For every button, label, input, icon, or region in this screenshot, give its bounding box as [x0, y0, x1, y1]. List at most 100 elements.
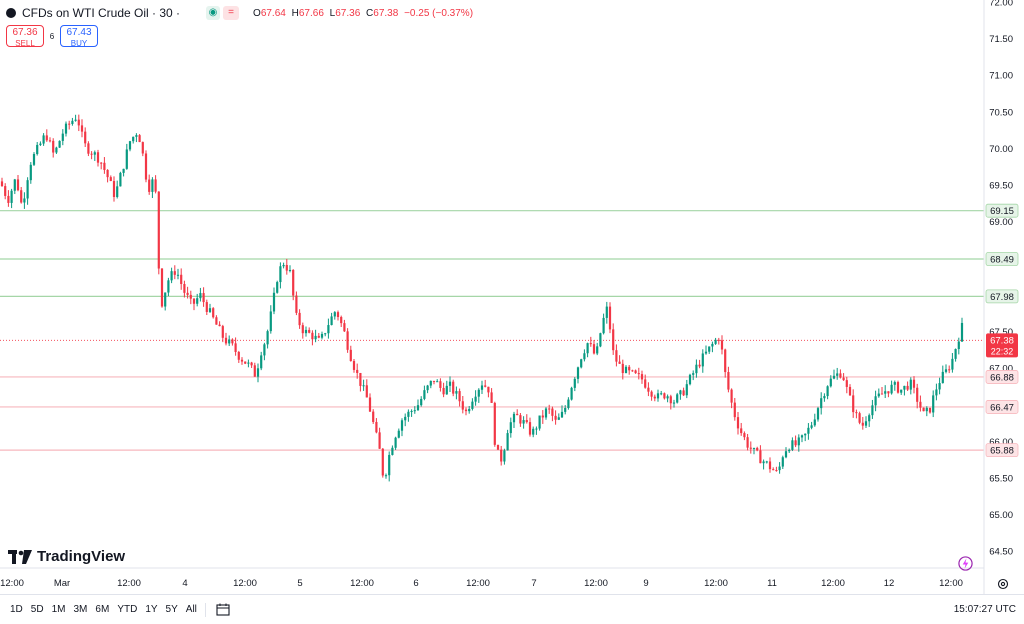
candle-body [228, 339, 231, 344]
time-tick-label: 12:00 [584, 578, 608, 589]
range-ytd-button[interactable]: YTD [117, 604, 138, 615]
level-tag-box [985, 400, 1019, 414]
candle-body [311, 332, 314, 340]
time-axis[interactable]: 12:00 Mar 12:00 4 12:00 5 12:00 6 12:00 7 12:00 9 12… [0, 578, 963, 589]
candle-body [343, 323, 346, 332]
close-value: 67.38 [373, 7, 399, 19]
symbol-logo-icon [6, 8, 16, 18]
time-tick-label: 5 [297, 578, 302, 589]
candle-body [720, 340, 724, 350]
candle-body [93, 152, 96, 155]
current-price-label: 67.38 [990, 335, 1014, 346]
candle-body [298, 312, 301, 326]
candle-body [573, 378, 576, 388]
candle-body [768, 461, 772, 470]
time-tick-label: 6 [413, 578, 418, 589]
candle-body [756, 447, 759, 451]
candle-body [714, 339, 717, 344]
candle-body [448, 381, 452, 386]
utc-clock[interactable]: 15:07:27 UTC [953, 604, 1016, 615]
candle-body [61, 133, 64, 141]
candle-body [685, 384, 688, 396]
candle-body [154, 179, 157, 192]
candle-body [266, 331, 269, 345]
price-tick-label: 72.00 [989, 0, 1013, 9]
candle-body [842, 377, 845, 381]
candle-body [877, 393, 880, 397]
candle-body [663, 393, 666, 399]
candle-body [874, 396, 877, 406]
calendar-icon[interactable] [216, 603, 230, 616]
buy-button[interactable]: 67.43 BUY [60, 25, 98, 48]
settings-gear-icon[interactable] [997, 578, 1009, 590]
candle-body [746, 437, 749, 448]
flash-icon[interactable] [958, 556, 973, 571]
candle-body [352, 361, 356, 370]
range-5d-button[interactable]: 5D [30, 604, 44, 615]
candle-body [36, 144, 39, 155]
range-5y-button[interactable]: 5Y [165, 604, 178, 615]
candle-body [144, 153, 148, 180]
time-tick-label: 12:00 [117, 578, 141, 589]
candle-body [951, 358, 954, 370]
candle-body [80, 125, 84, 132]
candle-body [336, 312, 340, 318]
range-1y-button[interactable]: 1Y [145, 604, 158, 615]
candle-body [858, 413, 861, 423]
level-lines [0, 210, 984, 451]
candle-body [525, 420, 528, 423]
candle-body [471, 401, 474, 409]
range-1d-button[interactable]: 1D [10, 604, 23, 615]
candle-body [506, 433, 509, 451]
candle-body [861, 422, 864, 426]
range-3m-button[interactable]: 3M [73, 604, 88, 615]
candle-body [618, 361, 621, 364]
candle-body [285, 264, 288, 271]
candle-body [631, 370, 634, 372]
candle-body [532, 428, 535, 435]
candle-body [39, 143, 42, 145]
candle-body [74, 119, 77, 121]
buy-price: 67.43 [66, 27, 92, 38]
candle-body [797, 437, 800, 446]
candle-body [138, 135, 141, 143]
time-tick-label: 11 [767, 578, 777, 589]
candle-body [477, 389, 480, 397]
market-status-icon[interactable]: ◉ [206, 6, 221, 20]
sell-price: 67.36 [12, 27, 38, 38]
range-all-button[interactable]: All [185, 604, 197, 615]
candle-body [676, 394, 679, 403]
candle-body [324, 333, 327, 335]
candle-body [772, 469, 775, 471]
candle-body [349, 349, 352, 362]
price-axis[interactable]: 72.0071.5071.0070.5070.0069.5069.0068.50… [989, 0, 1013, 558]
symbol-legend[interactable]: CFDs on WTI Crude Oil · 30 · ◉ = O67.64 … [6, 6, 476, 20]
candlesticks [0, 114, 964, 482]
level-tag-box [985, 443, 1019, 458]
sell-button[interactable]: 67.36 SELL [6, 25, 44, 48]
candle-body [346, 331, 349, 350]
level-tag-box [985, 370, 1019, 384]
tradingview-logo[interactable]: TradingView [8, 548, 125, 565]
candle-body [423, 390, 426, 399]
candle-body [845, 380, 848, 387]
candle-body [90, 153, 93, 155]
candle-body [647, 387, 650, 392]
candle-body [141, 142, 144, 154]
candle-body [480, 385, 484, 390]
candle-body [442, 387, 445, 395]
range-6m-button[interactable]: 6M [95, 604, 110, 615]
range-1m-button[interactable]: 1M [51, 604, 66, 615]
candle-body [381, 448, 384, 476]
candle-body [135, 135, 138, 137]
level-price-tag: 65.88 [985, 443, 1019, 458]
time-tick-label: 12 [884, 578, 895, 589]
candle-body [832, 375, 836, 379]
data-status-icon[interactable]: = [223, 6, 240, 20]
status-pills[interactable]: ◉ = [206, 6, 240, 20]
price-tick-label: 70.50 [989, 107, 1013, 118]
candle-body [535, 428, 538, 430]
candle-body [333, 312, 336, 317]
symbol-title[interactable]: CFDs on WTI Crude Oil · 30 · [22, 6, 181, 20]
